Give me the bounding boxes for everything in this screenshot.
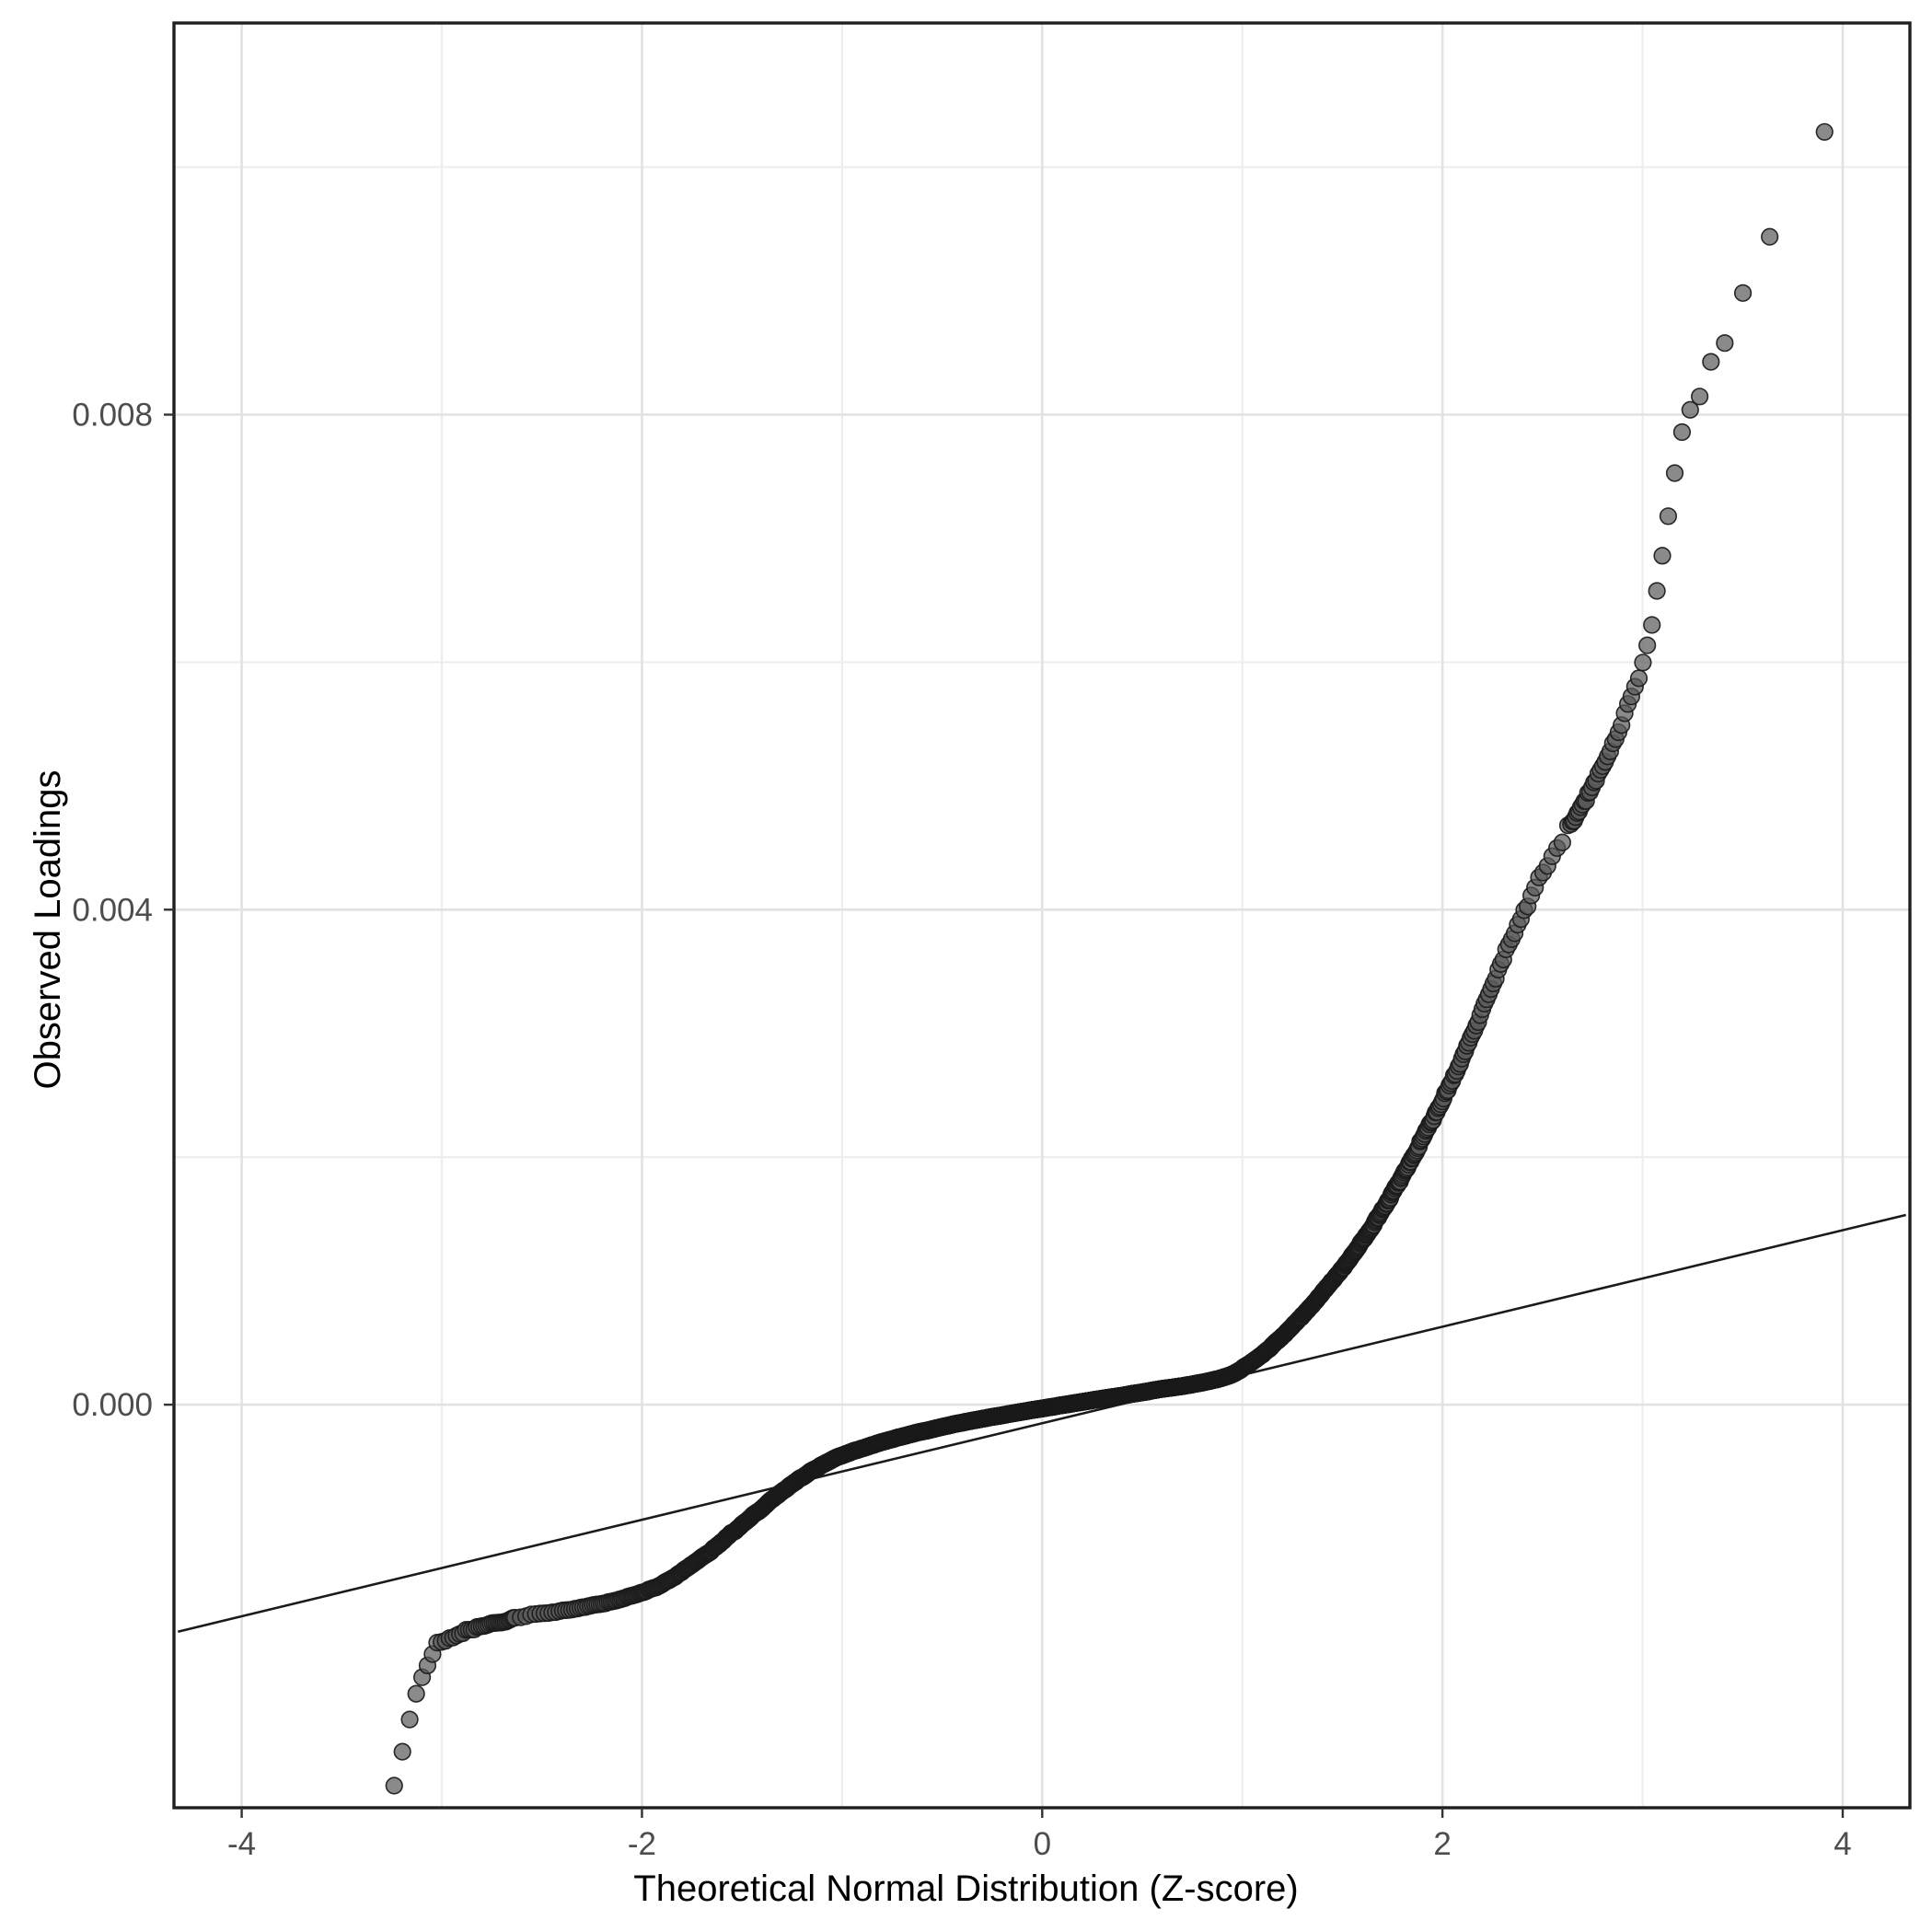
svg-text:-2: -2 [628,1826,656,1862]
svg-text:-4: -4 [227,1826,256,1862]
svg-text:2: 2 [1433,1826,1451,1862]
svg-text:0: 0 [1034,1826,1051,1862]
svg-text:0.004: 0.004 [72,892,153,928]
svg-text:0.008: 0.008 [72,398,153,434]
svg-text:4: 4 [1834,1826,1851,1862]
svg-text:0.000: 0.000 [72,1387,153,1423]
